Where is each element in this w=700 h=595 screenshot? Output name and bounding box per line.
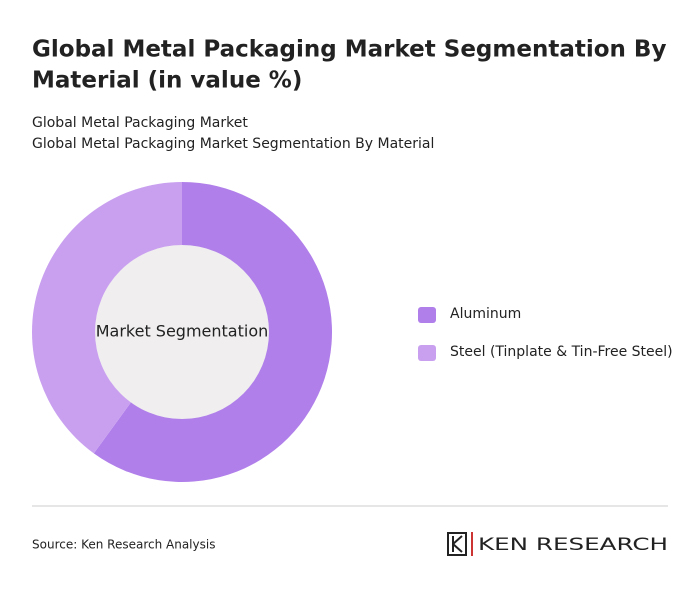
legend: Aluminum Steel (Tinplate & Tin-Free Steel… — [418, 306, 673, 361]
legend-label: Steel (Tinplate & Tin-Free Steel) — [450, 344, 673, 360]
logo: KEN RESEARCH — [447, 532, 668, 556]
logo-icon — [447, 532, 467, 556]
logo-icon — [452, 535, 463, 553]
source: Source: Ken Research Analysis — [32, 538, 215, 552]
center-label: Market Segmentation — [96, 322, 269, 341]
legend-swatch — [418, 345, 436, 361]
subtitle: Global Metal Packaging Market — [32, 115, 248, 131]
legend-label: Aluminum — [450, 306, 521, 322]
chart-title-line: Material (in value %) — [32, 68, 302, 94]
legend-swatch — [418, 307, 436, 323]
donut-hole — [95, 245, 269, 419]
subtitle: Global Metal Packaging Market Segmentati… — [32, 136, 434, 152]
brand: KEN RESEARCH — [478, 535, 668, 555]
chart-title-line: Global Metal Packaging Market Segmentati… — [32, 37, 666, 63]
